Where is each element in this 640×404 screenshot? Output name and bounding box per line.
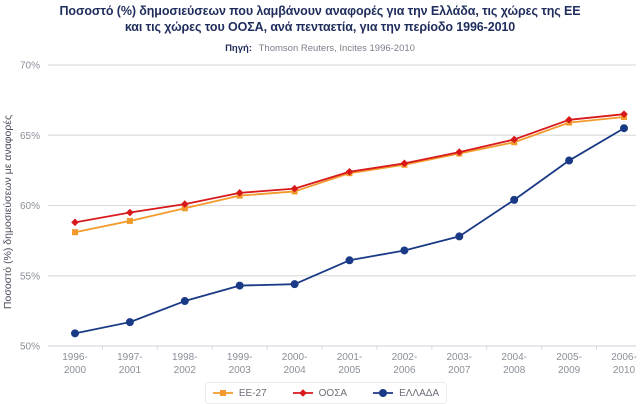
data-point <box>455 232 464 241</box>
y-tick-label: 65% <box>20 131 40 142</box>
x-tick-label: 2003-2007 <box>447 352 473 376</box>
data-point <box>126 208 134 217</box>
data-point <box>510 135 518 144</box>
series-1 <box>71 110 628 227</box>
chart-source: Πηγή: Thomson Reuters, Incites 1996-2010 <box>0 43 640 54</box>
data-point <box>71 329 79 338</box>
legend-swatch-icon <box>212 390 233 396</box>
legend-item: ΕΛΛΑΔΑ <box>373 388 439 399</box>
data-point <box>620 110 628 118</box>
x-tick-label: 2006-2010 <box>611 352 637 376</box>
gridlines <box>48 64 636 347</box>
data-point <box>126 217 133 224</box>
source-text: Thomson Reuters, Incites 1996-2010 <box>258 43 415 54</box>
x-tick-label: 1998-2002 <box>172 352 198 376</box>
data-point <box>72 229 78 236</box>
data-point <box>565 115 573 124</box>
source-label: Πηγή: <box>225 43 252 54</box>
legend-label: ΟΟΣΑ <box>318 387 348 399</box>
legend-marker <box>298 389 307 397</box>
legend: ΕΕ-27 ΟΟΣΑ ΕΛΛΑΔΑ <box>205 382 447 404</box>
x-tick-label: 1997-2001 <box>117 352 143 376</box>
x-axis: 1996-2000 1997-2001 1998-2002 1999-2003 2000… <box>62 346 637 376</box>
x-tick-label: 2002-2006 <box>392 352 418 376</box>
chart-title-line-2: και τις χώρες του ΟΟΣΑ, ανά πενταετία, γ… <box>124 20 516 34</box>
y-tick-label: 55% <box>20 271 40 282</box>
data-point <box>345 256 354 265</box>
data-point <box>510 195 519 204</box>
data-point <box>345 167 354 176</box>
x-tick-label: 2004-2008 <box>501 352 527 376</box>
series-line <box>74 127 625 335</box>
data-point <box>235 189 244 197</box>
data-point <box>290 184 299 193</box>
legend-marker <box>219 390 226 396</box>
legend-label: ΕΕ-27 <box>238 387 267 399</box>
series-group <box>71 110 628 338</box>
series-2 <box>71 124 628 338</box>
x-tick-label: 1999-2003 <box>227 352 253 376</box>
data-point <box>400 246 409 255</box>
legend-swatch-icon <box>373 389 394 397</box>
legend-label: ΕΛΛΑΔΑ <box>399 387 440 399</box>
x-tick-label: 2000-2004 <box>282 352 308 376</box>
x-tick-label: 1996-2000 <box>62 352 88 376</box>
x-tick-label: 2001-2005 <box>337 352 363 376</box>
legend-item: ΟΟΣΑ <box>292 387 348 399</box>
data-point <box>180 297 189 306</box>
data-point <box>71 218 79 227</box>
data-point <box>181 200 189 208</box>
data-point <box>290 280 299 289</box>
legend-swatch-icon <box>292 389 313 397</box>
chart-title-line-1: Ποσοστό (%) δημοσιεύσεων που λαμβάνουν α… <box>59 4 581 18</box>
y-axis-label: Ποσοστό (%) δημοσιεύσεων με αναφορές <box>2 114 14 310</box>
data-point <box>125 318 134 327</box>
y-axis-ticks: 50% 55% 60% 65% 70% <box>20 61 40 353</box>
y-tick-label: 50% <box>20 342 40 353</box>
y-tick-label: 60% <box>20 201 40 212</box>
data-point <box>235 281 244 290</box>
y-tick-label: 70% <box>20 61 40 72</box>
data-point <box>620 124 628 133</box>
data-point <box>400 159 409 168</box>
data-point <box>565 156 574 165</box>
data-point <box>181 205 188 212</box>
legend-item: ΕΕ-27 <box>212 387 267 399</box>
data-point <box>455 148 464 156</box>
legend-marker <box>379 389 388 397</box>
x-tick-label: 2005-2009 <box>556 352 582 376</box>
